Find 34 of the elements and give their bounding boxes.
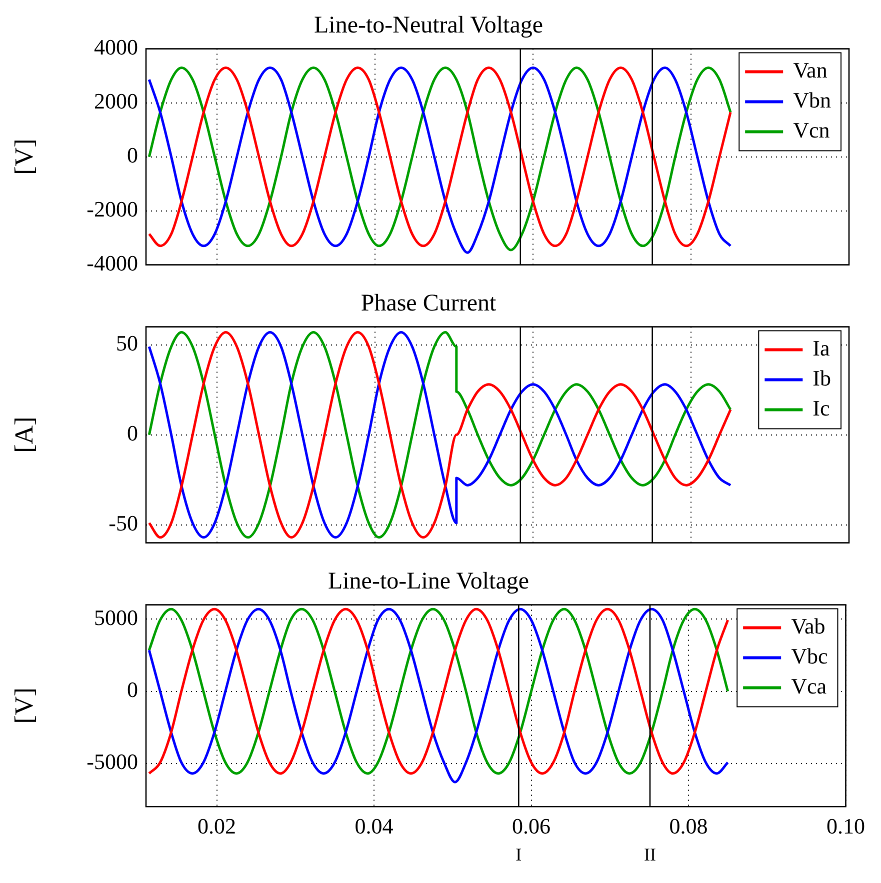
y-tick-label: -5000 bbox=[86, 749, 138, 774]
y-tick-label: 50 bbox=[116, 330, 138, 356]
x-tick-label: 0.08 bbox=[669, 814, 708, 839]
y-axis-title: [V] bbox=[9, 138, 38, 175]
chart-title: Line-to-Neutral Voltage bbox=[314, 12, 544, 39]
y-tick-label: -4000 bbox=[86, 250, 138, 276]
chart-title: Line-to-Line Voltage bbox=[328, 568, 530, 595]
y-tick-label: 4000 bbox=[94, 34, 138, 60]
y-tick-label: -2000 bbox=[86, 196, 138, 222]
line-series bbox=[148, 330, 732, 539]
legend-label: Vbc bbox=[791, 644, 828, 669]
x-tick-label: 0.04 bbox=[354, 814, 394, 839]
chart-title: Phase Current bbox=[360, 290, 496, 317]
x-tick-label: 0.02 bbox=[198, 814, 236, 839]
y-tick-label: -50 bbox=[108, 510, 138, 536]
y-axis-title: [V] bbox=[9, 688, 38, 724]
legend-label: Vcn bbox=[793, 118, 830, 143]
legend-label: Ic bbox=[812, 396, 830, 421]
y-tick-label: 0 bbox=[127, 142, 138, 168]
y-tick-label: 0 bbox=[127, 420, 138, 446]
x-tick-label: 0.06 bbox=[512, 814, 551, 839]
ref-line-label: I bbox=[516, 844, 522, 864]
legend-label: Vab bbox=[791, 614, 826, 639]
legend-label: Ia bbox=[812, 336, 830, 361]
ref-line-label: II bbox=[644, 844, 656, 864]
y-tick-label: 5000 bbox=[94, 604, 138, 630]
legend-label: Vca bbox=[791, 674, 827, 699]
legend-label: Van bbox=[793, 58, 828, 83]
y-tick-label: 2000 bbox=[94, 88, 138, 114]
x-tick-label: 0.10 bbox=[826, 814, 865, 839]
y-tick-label: 0 bbox=[127, 677, 138, 702]
legend-label: Ib bbox=[812, 366, 831, 391]
y-axis-title: [A] bbox=[9, 416, 38, 453]
legend-label: Vbn bbox=[793, 88, 832, 113]
